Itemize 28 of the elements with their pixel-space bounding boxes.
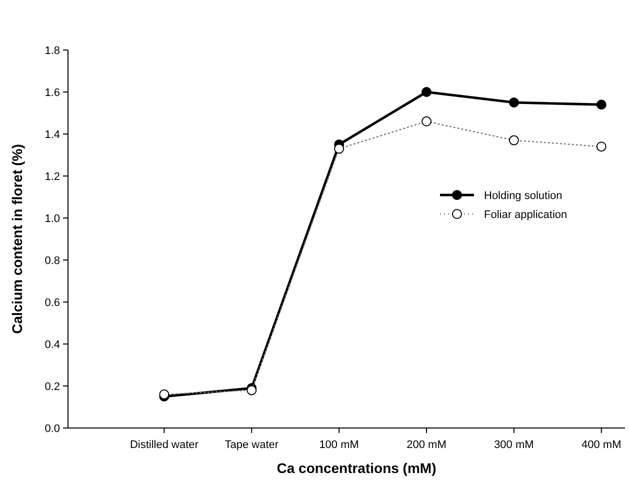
- x-tick-label: 200 mM: [406, 439, 446, 451]
- x-tick-label: 100 mM: [319, 439, 359, 451]
- y-tick-label: 0.0: [44, 423, 60, 435]
- y-tick-label: 1.2: [44, 171, 60, 183]
- point: [596, 142, 606, 152]
- y-tick-label: 0.6: [44, 297, 60, 309]
- point: [596, 100, 606, 110]
- y-tick-label: 1.4: [44, 129, 60, 141]
- point: [508, 98, 519, 108]
- point: [334, 144, 344, 154]
- x-tick-label: Distilled water: [130, 439, 199, 451]
- y-axis-title: Calcium content in floret (%): [9, 144, 25, 334]
- y-tick-label: 0.4: [44, 339, 60, 351]
- y-tick-label: 1.0: [44, 213, 60, 225]
- x-axis-title: Ca concentrations (mM): [276, 460, 436, 476]
- y-tick-label: 1.8: [44, 45, 60, 57]
- legend-label: Foliar application: [484, 209, 568, 221]
- x-tick-label: Tape water: [224, 439, 279, 451]
- y-tick-label: 1.6: [44, 87, 60, 99]
- x-tick-label: 400 mM: [582, 439, 622, 451]
- point: [159, 389, 170, 400]
- point: [422, 87, 432, 97]
- y-tick-label: 0.8: [44, 255, 60, 267]
- y-tick-label: 0.2: [44, 381, 60, 393]
- x-tick-label: 300 mM: [494, 439, 534, 451]
- point: [508, 135, 519, 146]
- point: [422, 116, 432, 126]
- legend-label: Holding solution: [484, 190, 562, 202]
